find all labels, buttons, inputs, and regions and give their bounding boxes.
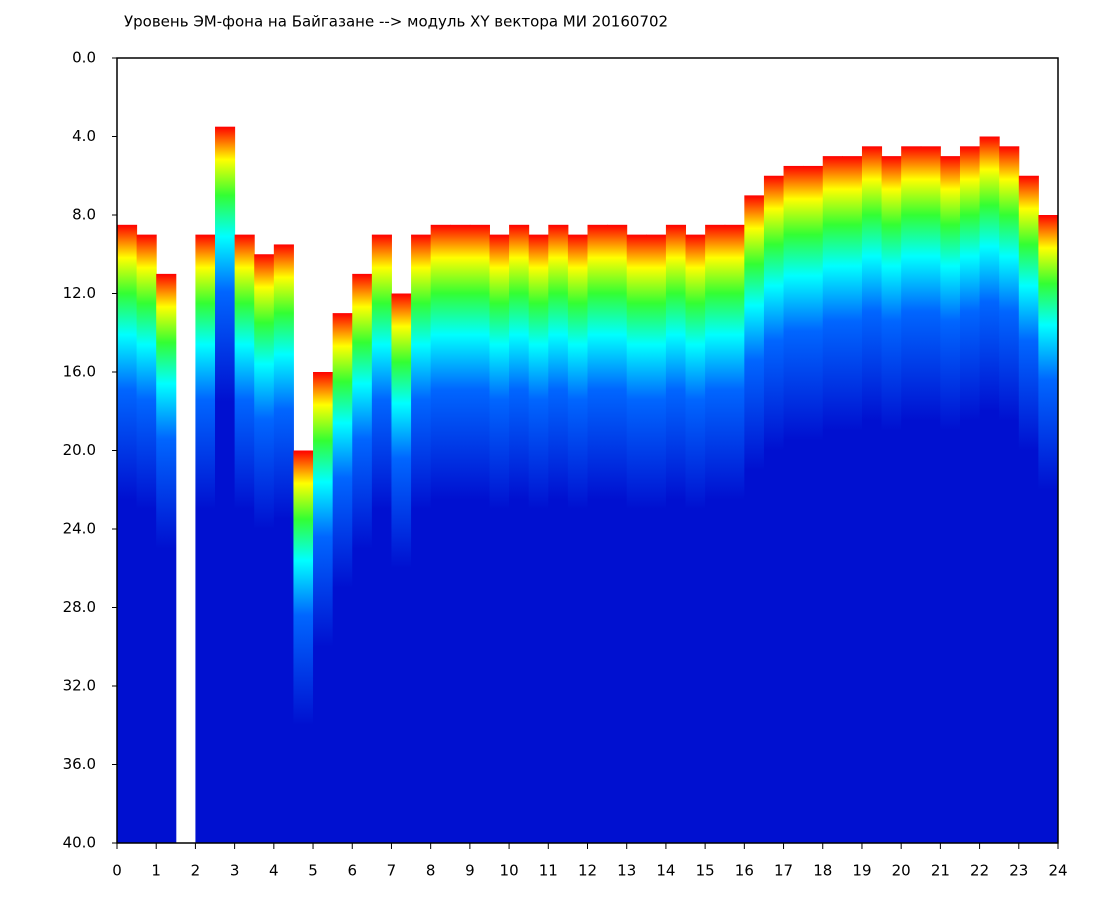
x-tick-label: 0	[112, 862, 122, 880]
signal-column	[430, 224, 451, 843]
signal-column	[861, 146, 883, 843]
y-tick-label: 8.0	[72, 206, 96, 224]
signal-column	[509, 224, 530, 843]
signal-column	[685, 234, 706, 843]
x-tick-label: 13	[617, 862, 636, 880]
x-tick-label: 9	[465, 862, 475, 880]
x-tick-label: 17	[774, 862, 793, 880]
signal-column	[587, 224, 608, 843]
signal-column	[646, 234, 667, 843]
signal-column	[705, 224, 726, 843]
x-tick-label: 10	[500, 862, 519, 880]
signal-column	[1018, 175, 1039, 843]
signal-column	[234, 234, 255, 843]
signal-column	[136, 234, 157, 843]
x-tick-label: 12	[578, 862, 597, 880]
x-tick-label: 5	[308, 862, 318, 880]
x-tick-label: 20	[892, 862, 911, 880]
x-tick-label: 11	[539, 862, 558, 880]
y-tick-label: 20.0	[63, 441, 96, 459]
x-tick-label: 6	[347, 862, 357, 880]
signal-column	[332, 313, 353, 843]
signal-column	[822, 156, 843, 843]
signal-column	[920, 146, 941, 843]
signal-column	[940, 156, 961, 843]
x-tick-label: 7	[387, 862, 397, 880]
signal-column	[724, 224, 745, 843]
x-tick-label: 1	[151, 862, 161, 880]
x-tick-label: 8	[426, 862, 436, 880]
signal-column	[744, 195, 765, 843]
chart-title: Уровень ЭМ-фона на Байгазане --> модуль …	[124, 13, 668, 31]
signal-column	[881, 156, 902, 843]
signal-column	[803, 165, 824, 843]
signal-column	[254, 254, 275, 843]
y-tick-label: 12.0	[63, 284, 96, 302]
signal-column	[411, 234, 432, 843]
signal-column	[901, 146, 922, 843]
y-tick-label: 32.0	[63, 677, 96, 695]
signal-column	[156, 273, 177, 843]
x-tick-label: 4	[269, 862, 279, 880]
signal-column	[626, 234, 647, 843]
signal-column	[117, 224, 138, 843]
signal-column	[1038, 215, 1059, 843]
signal-column	[763, 175, 785, 843]
y-tick-label: 0.0	[72, 49, 96, 67]
y-tick-label: 28.0	[63, 598, 96, 616]
signal-column	[352, 273, 373, 843]
signal-column	[567, 234, 588, 843]
x-tick-label: 16	[735, 862, 754, 880]
x-tick-label: 18	[813, 862, 832, 880]
signal-column	[450, 224, 471, 843]
signal-column	[215, 126, 236, 843]
x-tick-label: 24	[1048, 862, 1067, 880]
y-tick-label: 24.0	[63, 520, 96, 538]
signal-column	[469, 224, 490, 843]
signal-column	[842, 156, 863, 843]
signal-column	[999, 146, 1020, 843]
x-tick-label: 3	[230, 862, 240, 880]
x-tick-label: 19	[852, 862, 871, 880]
signal-column	[273, 244, 294, 843]
signal-column	[391, 293, 412, 843]
x-tick-label: 22	[970, 862, 989, 880]
x-tick-label: 15	[696, 862, 715, 880]
signal-column	[528, 234, 549, 843]
signal-column	[607, 224, 628, 843]
signal-column	[548, 224, 569, 843]
y-tick-label: 36.0	[63, 755, 96, 773]
signal-column	[293, 450, 314, 843]
y-tick-label: 16.0	[63, 363, 96, 381]
y-tick-label: 40.0	[63, 834, 96, 852]
signal-column	[979, 136, 1000, 843]
signal-column	[783, 165, 804, 843]
signal-column	[959, 146, 981, 843]
x-tick-label: 2	[191, 862, 201, 880]
x-tick-label: 14	[656, 862, 675, 880]
signal-column	[313, 372, 334, 843]
signal-column	[371, 234, 392, 843]
y-tick-label: 4.0	[72, 127, 96, 145]
x-tick-label: 21	[931, 862, 950, 880]
signal-column	[665, 224, 687, 843]
signal-column	[195, 234, 216, 843]
signal-column	[489, 234, 510, 843]
x-tick-label: 23	[1009, 862, 1028, 880]
